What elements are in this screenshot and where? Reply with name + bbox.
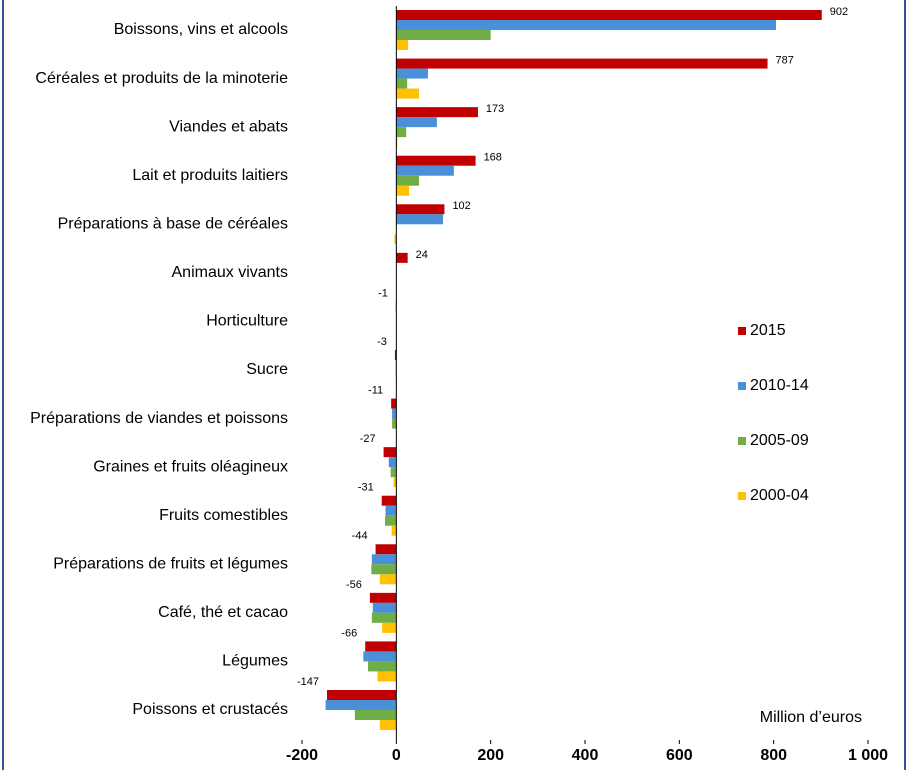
y-tick-label: Café, thé et cacao bbox=[158, 604, 288, 621]
bar bbox=[396, 185, 410, 196]
bar bbox=[371, 554, 397, 565]
bar bbox=[396, 20, 777, 30]
bar bbox=[394, 234, 397, 245]
legend-swatch bbox=[738, 437, 746, 445]
bar bbox=[396, 204, 445, 215]
bar bbox=[396, 107, 478, 118]
y-tick-label: Lait et produits laitiers bbox=[132, 167, 288, 184]
bar bbox=[391, 398, 397, 409]
value-label: 787 bbox=[776, 54, 794, 66]
y-tick-label: Boissons, vins et alcools bbox=[114, 21, 288, 38]
bar bbox=[363, 651, 397, 662]
bar bbox=[392, 408, 397, 419]
x-tick-label: 600 bbox=[666, 747, 693, 764]
x-tick-label: 1 000 bbox=[848, 747, 888, 764]
bar bbox=[396, 10, 822, 20]
value-label: -56 bbox=[346, 579, 362, 591]
y-tick-label: Préparations de viandes et poissons bbox=[30, 410, 288, 427]
bar bbox=[371, 564, 397, 575]
y-tick-label: Viandes et abats bbox=[169, 118, 288, 135]
bar bbox=[396, 78, 408, 89]
legend-swatch bbox=[738, 382, 746, 390]
bar bbox=[325, 700, 397, 710]
bar bbox=[396, 155, 476, 166]
bar bbox=[396, 30, 491, 40]
bar bbox=[396, 58, 768, 69]
value-label: -27 bbox=[360, 433, 376, 445]
bar bbox=[390, 467, 397, 478]
bar bbox=[382, 622, 397, 633]
y-tick-label: Horticulture bbox=[206, 313, 288, 330]
value-label: -31 bbox=[358, 482, 374, 494]
y-tick-label: Préparations de fruits et légumes bbox=[53, 556, 288, 573]
value-label: 102 bbox=[452, 200, 470, 212]
y-tick-label: Préparations à base de céréales bbox=[58, 216, 288, 233]
x-tick-label: 400 bbox=[572, 747, 599, 764]
bar bbox=[385, 505, 397, 516]
legend-label: 2005-09 bbox=[750, 432, 809, 449]
x-tick-label: -200 bbox=[286, 747, 318, 764]
value-label: 173 bbox=[486, 103, 504, 115]
bar bbox=[388, 457, 397, 468]
bar bbox=[369, 592, 397, 603]
bar bbox=[368, 661, 397, 672]
bar bbox=[393, 477, 397, 488]
y-tick-label: Poissons et crustacés bbox=[132, 701, 288, 718]
value-label: -44 bbox=[352, 530, 368, 542]
legend-label: 2015 bbox=[750, 322, 786, 339]
value-label: -147 bbox=[297, 676, 319, 688]
bar bbox=[396, 40, 409, 50]
bar bbox=[396, 127, 407, 138]
bar bbox=[394, 350, 397, 360]
bar bbox=[379, 574, 397, 585]
bar bbox=[377, 671, 397, 682]
value-label: -11 bbox=[368, 384, 383, 396]
x-tick-label: 0 bbox=[392, 747, 401, 764]
y-tick-label: Céréales et produits de la minoterie bbox=[35, 70, 288, 87]
bar bbox=[396, 117, 437, 128]
bar bbox=[354, 710, 397, 720]
y-tick-label: Animaux vivants bbox=[172, 264, 289, 281]
bar bbox=[396, 68, 428, 79]
legend-label: 2000-04 bbox=[750, 487, 809, 504]
bar bbox=[391, 525, 397, 536]
bar bbox=[396, 252, 408, 263]
x-tick-label: 800 bbox=[760, 747, 787, 764]
value-label: 168 bbox=[484, 152, 502, 164]
legend-swatch bbox=[738, 492, 746, 500]
bar bbox=[379, 720, 397, 730]
bar bbox=[326, 690, 397, 700]
bar bbox=[396, 214, 444, 225]
y-tick-label: Graines et fruits oléagineux bbox=[93, 458, 288, 475]
bar bbox=[396, 175, 419, 186]
legend-label: 2010-14 bbox=[750, 377, 809, 394]
bar bbox=[392, 418, 397, 429]
x-tick-label: 200 bbox=[477, 747, 504, 764]
bar bbox=[372, 602, 397, 613]
value-label: -66 bbox=[341, 627, 357, 639]
legend-swatch bbox=[738, 327, 746, 335]
value-label: 902 bbox=[830, 6, 848, 18]
y-tick-label: Fruits comestibles bbox=[159, 507, 288, 524]
value-label: -3 bbox=[377, 336, 387, 348]
value-label: 24 bbox=[416, 249, 428, 261]
bar bbox=[371, 612, 397, 623]
bar bbox=[383, 447, 397, 458]
bar bbox=[381, 495, 397, 506]
y-tick-label: Sucre bbox=[246, 361, 288, 378]
bar bbox=[385, 515, 397, 526]
bar bbox=[396, 165, 454, 176]
bar bbox=[375, 544, 397, 555]
bar bbox=[396, 88, 419, 99]
value-label: -1 bbox=[378, 287, 388, 299]
unit-annotation: Million d’euros bbox=[760, 709, 862, 726]
y-tick-label: Légumes bbox=[222, 653, 288, 670]
bar bbox=[365, 641, 397, 652]
